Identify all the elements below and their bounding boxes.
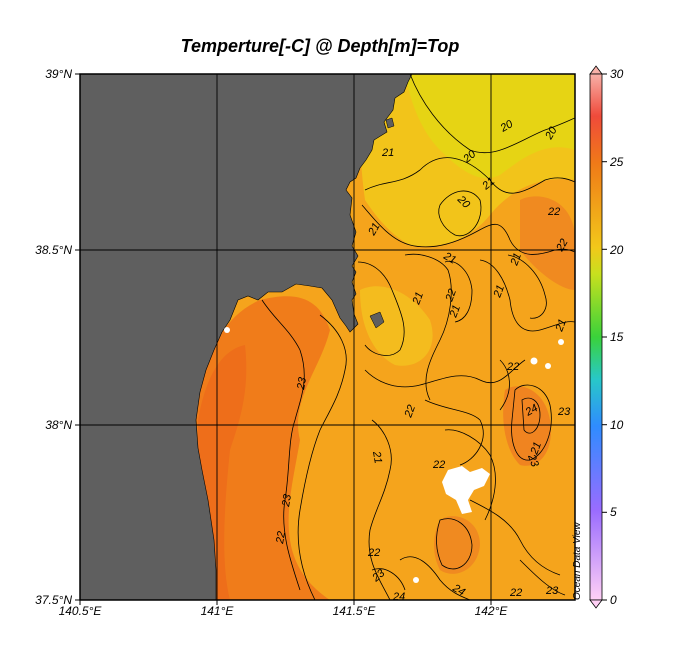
contour-label: 24 <box>392 591 405 603</box>
colorbar-tick-label: 20 <box>610 243 624 257</box>
contour-label: 23 <box>280 493 294 509</box>
cool-water-region <box>360 286 433 366</box>
lon-tick-label: 141°E <box>200 604 234 618</box>
colorbar <box>589 65 607 609</box>
lat-tick-label: 38.5°N <box>35 243 72 257</box>
contour-label: 21 <box>447 303 463 320</box>
contour-label: 21 <box>491 283 507 300</box>
lat-tick-label: 39°N <box>45 67 72 81</box>
contour-label: 21 <box>370 449 384 464</box>
contour-label: 21 <box>528 440 544 457</box>
colorbar-tick-label: 25 <box>610 155 624 169</box>
colorbar-bottom-arrow <box>589 599 603 609</box>
contour-label: 21 <box>366 221 383 238</box>
map-title: Temperture[-C] @ Depth[m]=Top <box>180 36 460 56</box>
contour-label: 22 <box>367 547 380 559</box>
contour-label: 22 <box>509 587 522 599</box>
colorbar-tick-label: 5 <box>610 505 617 519</box>
colorbar-gradient <box>589 73 603 601</box>
island <box>369 311 385 329</box>
contour-label: 22 <box>506 361 519 373</box>
contour-label: 21 <box>441 250 458 267</box>
colorbar-tick-label: 15 <box>610 330 624 344</box>
ocean-data-view-watermark: Ocean Data View <box>572 522 583 600</box>
warm-water-region <box>520 196 575 290</box>
contour-label: 24 <box>450 582 467 599</box>
grid-lines <box>80 74 575 600</box>
contour-label: 22 <box>443 287 459 304</box>
contour-label: 21 <box>508 251 524 268</box>
no-data-patch <box>558 339 564 345</box>
contour-label: 22 <box>432 459 445 471</box>
contour-label: 22 <box>554 237 571 254</box>
contour-label: 22 <box>402 403 418 420</box>
cool-water-region <box>405 74 575 179</box>
contour-label: 21 <box>381 147 394 159</box>
contour-label-group: 20 20 20 20 21 21 21 21 21 21 21 21 21 2… <box>274 118 571 603</box>
no-data-patch <box>442 466 490 514</box>
map-frame <box>79 73 576 601</box>
contour-label: 23 <box>545 585 559 597</box>
island <box>385 117 395 129</box>
map-plot-area: 20 20 20 20 21 21 21 21 21 21 21 21 21 2… <box>80 74 575 603</box>
contour-label: 21 <box>553 317 569 334</box>
lon-tick-label: 140.5°E <box>58 604 102 618</box>
contour-label: 24 <box>523 402 540 419</box>
lon-tick-label: 142°E <box>474 604 508 618</box>
contour-label: 21 <box>410 290 426 307</box>
no-data-patch <box>530 357 538 365</box>
lon-tick-label: 141.5°E <box>332 604 376 618</box>
land-mass <box>80 74 413 600</box>
no-data-patch <box>545 363 551 369</box>
lat-tick-label: 38°N <box>45 418 72 432</box>
colorbar-tick-label: 30 <box>610 67 624 81</box>
colorbar-tick-label: 0 <box>610 593 617 607</box>
colorbar-top-arrow <box>589 65 603 75</box>
contour-label: 23 <box>525 452 541 469</box>
no-data-patch <box>413 577 419 583</box>
contour-label: 22 <box>274 530 288 545</box>
contour-label: 23 <box>557 406 571 418</box>
axis-ticks <box>75 73 492 605</box>
no-data-patch <box>224 327 230 333</box>
contour-label: 23 <box>295 376 309 392</box>
contour-label: 22 <box>547 206 560 218</box>
lat-tick-label: 37.5°N <box>35 593 72 607</box>
colorbar-tick-label: 10 <box>610 418 624 432</box>
